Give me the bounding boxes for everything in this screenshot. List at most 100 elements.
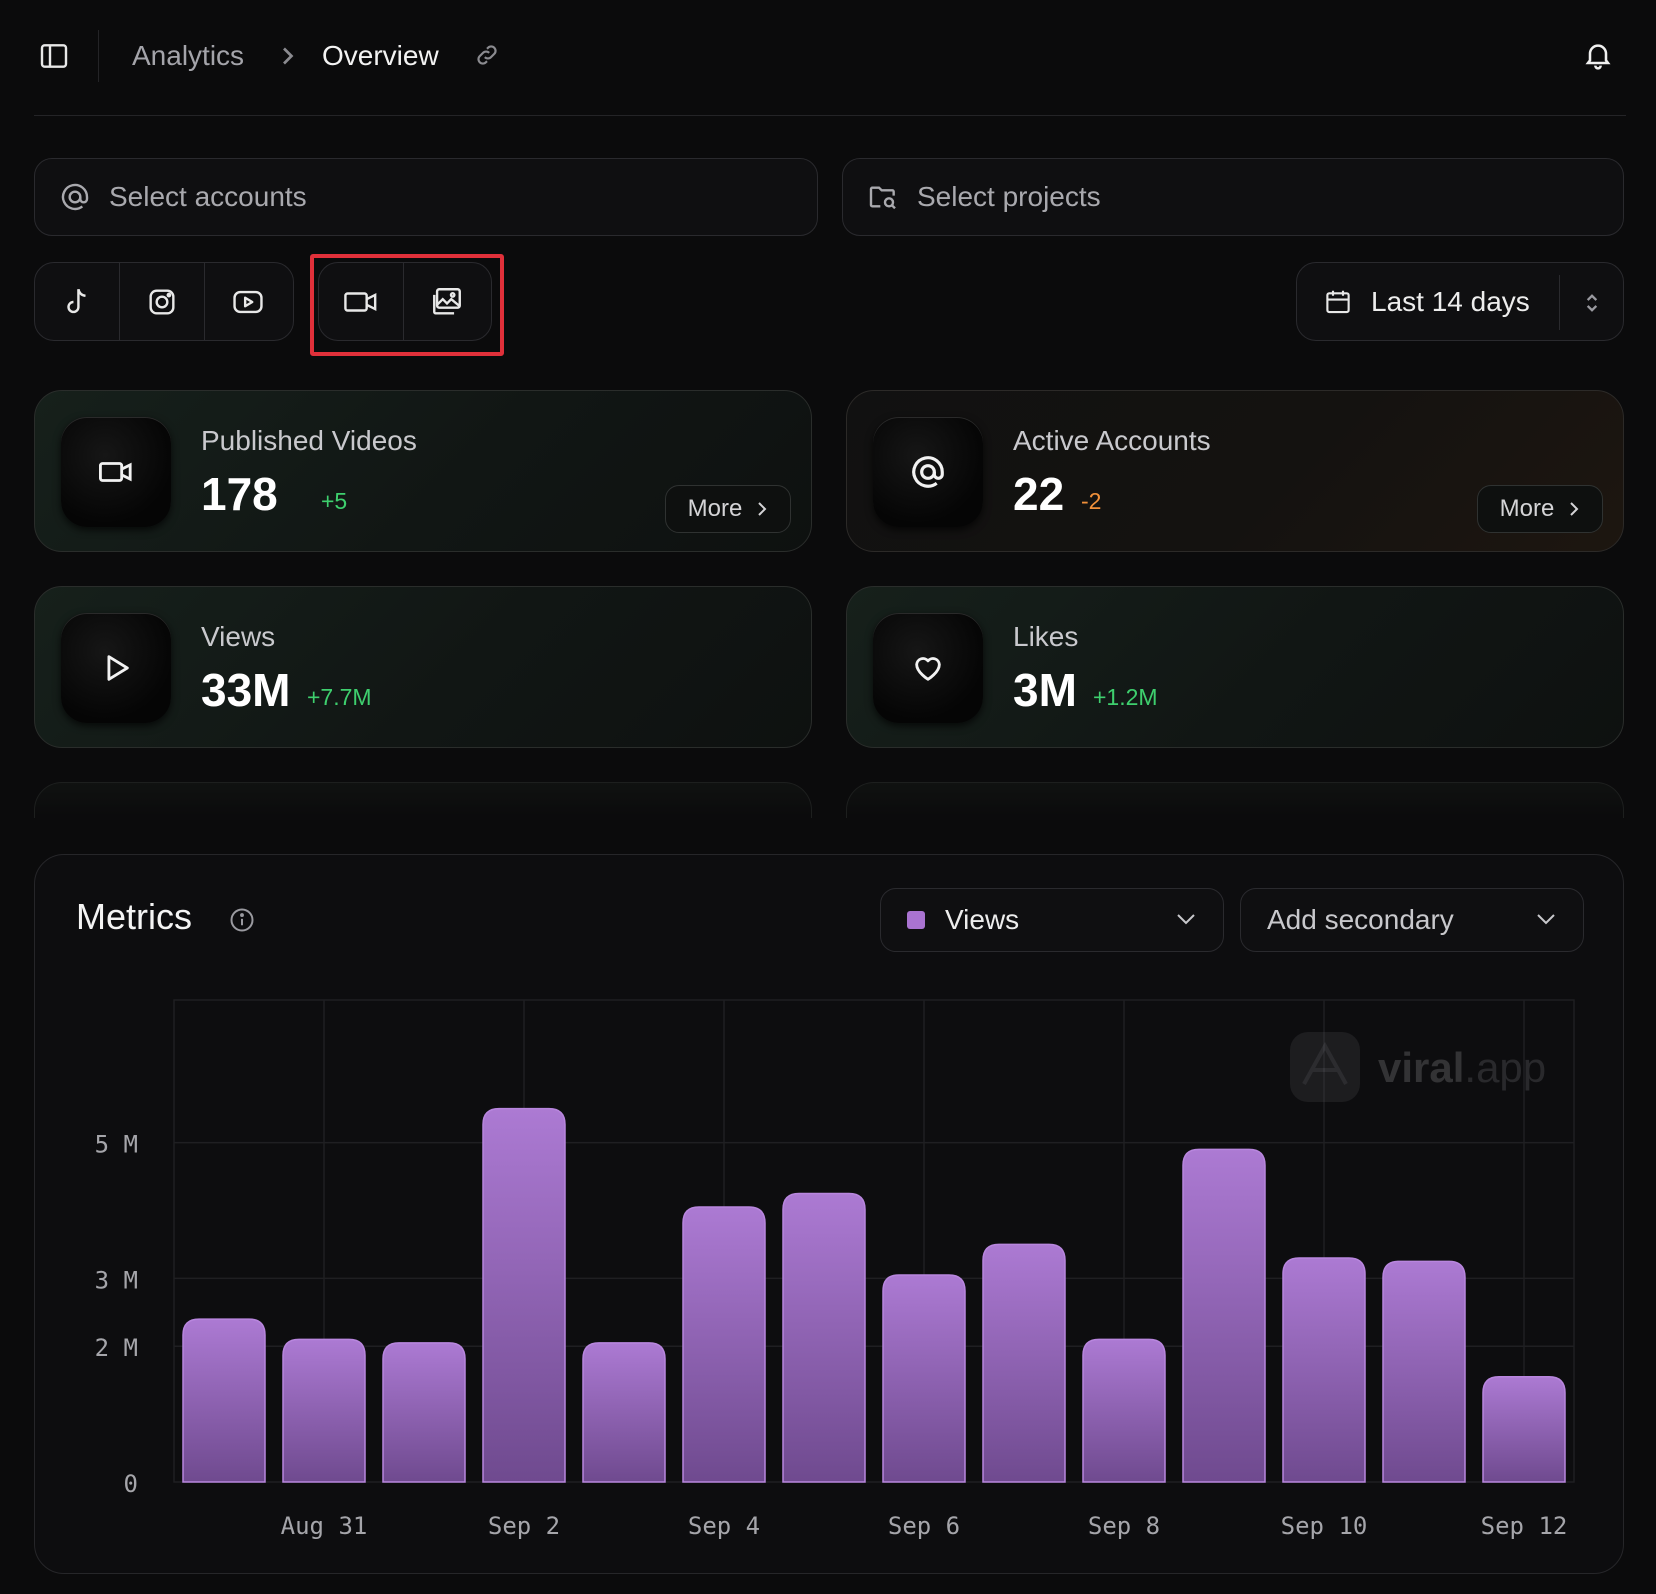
chart-bar[interactable] bbox=[1482, 1376, 1566, 1483]
image-gallery-icon bbox=[432, 287, 461, 315]
stat-value: 178 bbox=[201, 468, 278, 520]
chart-bar[interactable] bbox=[782, 1192, 866, 1483]
bell-icon[interactable] bbox=[1582, 39, 1614, 71]
stat-card-active-accounts: Active Accounts 22 -2 More bbox=[846, 390, 1624, 552]
projects-select-placeholder: Select projects bbox=[917, 181, 1101, 212]
y-tick-label: 3 M bbox=[95, 1266, 138, 1294]
date-range-picker[interactable]: Last 14 days bbox=[1296, 262, 1624, 341]
stat-icon-box bbox=[873, 613, 983, 723]
header-divider bbox=[98, 30, 99, 82]
stat-card-partial bbox=[846, 782, 1624, 818]
metrics-title: Metrics bbox=[76, 896, 192, 937]
tiktok-filter-button[interactable] bbox=[35, 263, 120, 340]
stat-delta: +5 bbox=[321, 488, 348, 514]
chart-bar[interactable] bbox=[482, 1107, 566, 1483]
stat-card-likes: Likes 3M +1.2M bbox=[846, 586, 1624, 748]
stat-value: 22 bbox=[1013, 468, 1065, 520]
x-tick-label: Sep 12 bbox=[1481, 1512, 1568, 1540]
stat-title: Views bbox=[201, 621, 276, 652]
more-button[interactable]: More bbox=[1477, 485, 1603, 533]
stat-title: Active Accounts bbox=[1013, 425, 1211, 456]
chart-bar[interactable] bbox=[982, 1243, 1066, 1483]
stat-icon-box bbox=[61, 417, 171, 527]
heart-icon bbox=[915, 657, 941, 681]
chart-bar[interactable] bbox=[1382, 1260, 1466, 1483]
tiktok-icon bbox=[67, 288, 86, 313]
sidebar-toggle-button[interactable] bbox=[38, 40, 70, 72]
accounts-select[interactable]: Select accounts bbox=[34, 158, 818, 236]
video-type-filter-button[interactable] bbox=[319, 263, 404, 340]
chevron-down-icon bbox=[1537, 914, 1555, 925]
stat-value: 33M bbox=[201, 664, 291, 716]
instagram-filter-button[interactable] bbox=[120, 263, 205, 340]
more-button-label: More bbox=[687, 495, 743, 522]
chart-bar[interactable] bbox=[582, 1342, 666, 1483]
chart-bar[interactable] bbox=[882, 1274, 966, 1483]
chart-bar[interactable] bbox=[382, 1342, 466, 1483]
chevron-right-icon bbox=[1570, 502, 1579, 516]
breadcrumb-overview: Overview bbox=[322, 40, 439, 71]
chart-bar[interactable] bbox=[182, 1318, 266, 1483]
chart-bar[interactable] bbox=[282, 1338, 366, 1483]
stat-card-published-videos: Published Videos 178 +5 More bbox=[34, 390, 812, 552]
stat-delta: +1.2M bbox=[1093, 684, 1158, 710]
chevron-right-icon bbox=[278, 44, 296, 68]
stat-title: Published Videos bbox=[201, 425, 417, 456]
info-icon[interactable] bbox=[228, 906, 256, 934]
stat-icon-box bbox=[61, 613, 171, 723]
secondary-metric-dropdown[interactable]: Add secondary bbox=[1240, 888, 1584, 952]
x-tick-label: Sep 8 bbox=[1088, 1512, 1160, 1540]
image-type-filter-button[interactable] bbox=[404, 263, 489, 340]
more-button[interactable]: More bbox=[665, 485, 791, 533]
x-tick-label: Sep 10 bbox=[1281, 1512, 1368, 1540]
stat-value: 3M bbox=[1013, 664, 1077, 716]
secondary-metric-placeholder: Add secondary bbox=[1267, 904, 1454, 935]
chart-bar[interactable] bbox=[1082, 1338, 1166, 1483]
chevron-up-down-icon[interactable] bbox=[1583, 290, 1601, 316]
y-tick-label: 0 bbox=[124, 1470, 138, 1498]
stat-delta: -2 bbox=[1081, 488, 1102, 514]
x-tick-label: Sep 6 bbox=[888, 1512, 960, 1540]
link-icon[interactable] bbox=[474, 42, 500, 68]
youtube-icon bbox=[232, 290, 263, 313]
x-tick-label: Aug 31 bbox=[281, 1512, 368, 1540]
chevron-right-icon bbox=[758, 502, 767, 516]
more-button-label: More bbox=[1499, 495, 1555, 522]
video-icon bbox=[98, 462, 132, 482]
x-tick-label: Sep 2 bbox=[488, 1512, 560, 1540]
primary-metric-dropdown[interactable]: Views bbox=[880, 888, 1224, 952]
instagram-icon bbox=[149, 288, 175, 315]
stat-icon-box bbox=[873, 417, 983, 527]
svg-text:viral.app: viral.app bbox=[1378, 1044, 1546, 1091]
chart-bar[interactable] bbox=[682, 1206, 766, 1483]
primary-metric-label: Views bbox=[945, 904, 1020, 935]
breadcrumb-analytics[interactable]: Analytics bbox=[132, 40, 245, 71]
viral-app-watermark: viral.app bbox=[1290, 1032, 1546, 1102]
chevron-down-icon bbox=[1177, 914, 1195, 925]
play-icon bbox=[107, 655, 129, 681]
y-tick-label: 2 M bbox=[95, 1334, 138, 1362]
y-tick-label: 5 M bbox=[95, 1131, 138, 1159]
stat-card-partial bbox=[34, 782, 812, 818]
at-icon bbox=[912, 456, 944, 488]
chart-bar[interactable] bbox=[1182, 1148, 1266, 1483]
header-bottom-divider bbox=[34, 115, 1626, 116]
x-tick-label: Sep 4 bbox=[688, 1512, 760, 1540]
content-type-filter-group bbox=[318, 262, 492, 341]
series-color-swatch bbox=[907, 911, 925, 929]
accounts-select-placeholder: Select accounts bbox=[109, 181, 307, 212]
stat-card-views: Views 33M +7.7M bbox=[34, 586, 812, 748]
sidebar-toggle-icon bbox=[40, 44, 68, 68]
video-icon bbox=[344, 291, 377, 312]
stat-delta: +7.7M bbox=[307, 684, 372, 710]
watermark-text-b: .app bbox=[1464, 1044, 1546, 1091]
chart-bar[interactable] bbox=[1282, 1257, 1366, 1483]
stat-title: Likes bbox=[1013, 621, 1079, 652]
platform-filter-group bbox=[34, 262, 294, 341]
at-icon bbox=[61, 183, 89, 211]
folder-search-icon bbox=[869, 186, 896, 210]
date-range-divider bbox=[1559, 275, 1560, 330]
date-range-label: Last 14 days bbox=[1371, 285, 1530, 317]
youtube-filter-button[interactable] bbox=[205, 263, 290, 340]
projects-select[interactable]: Select projects bbox=[842, 158, 1624, 236]
